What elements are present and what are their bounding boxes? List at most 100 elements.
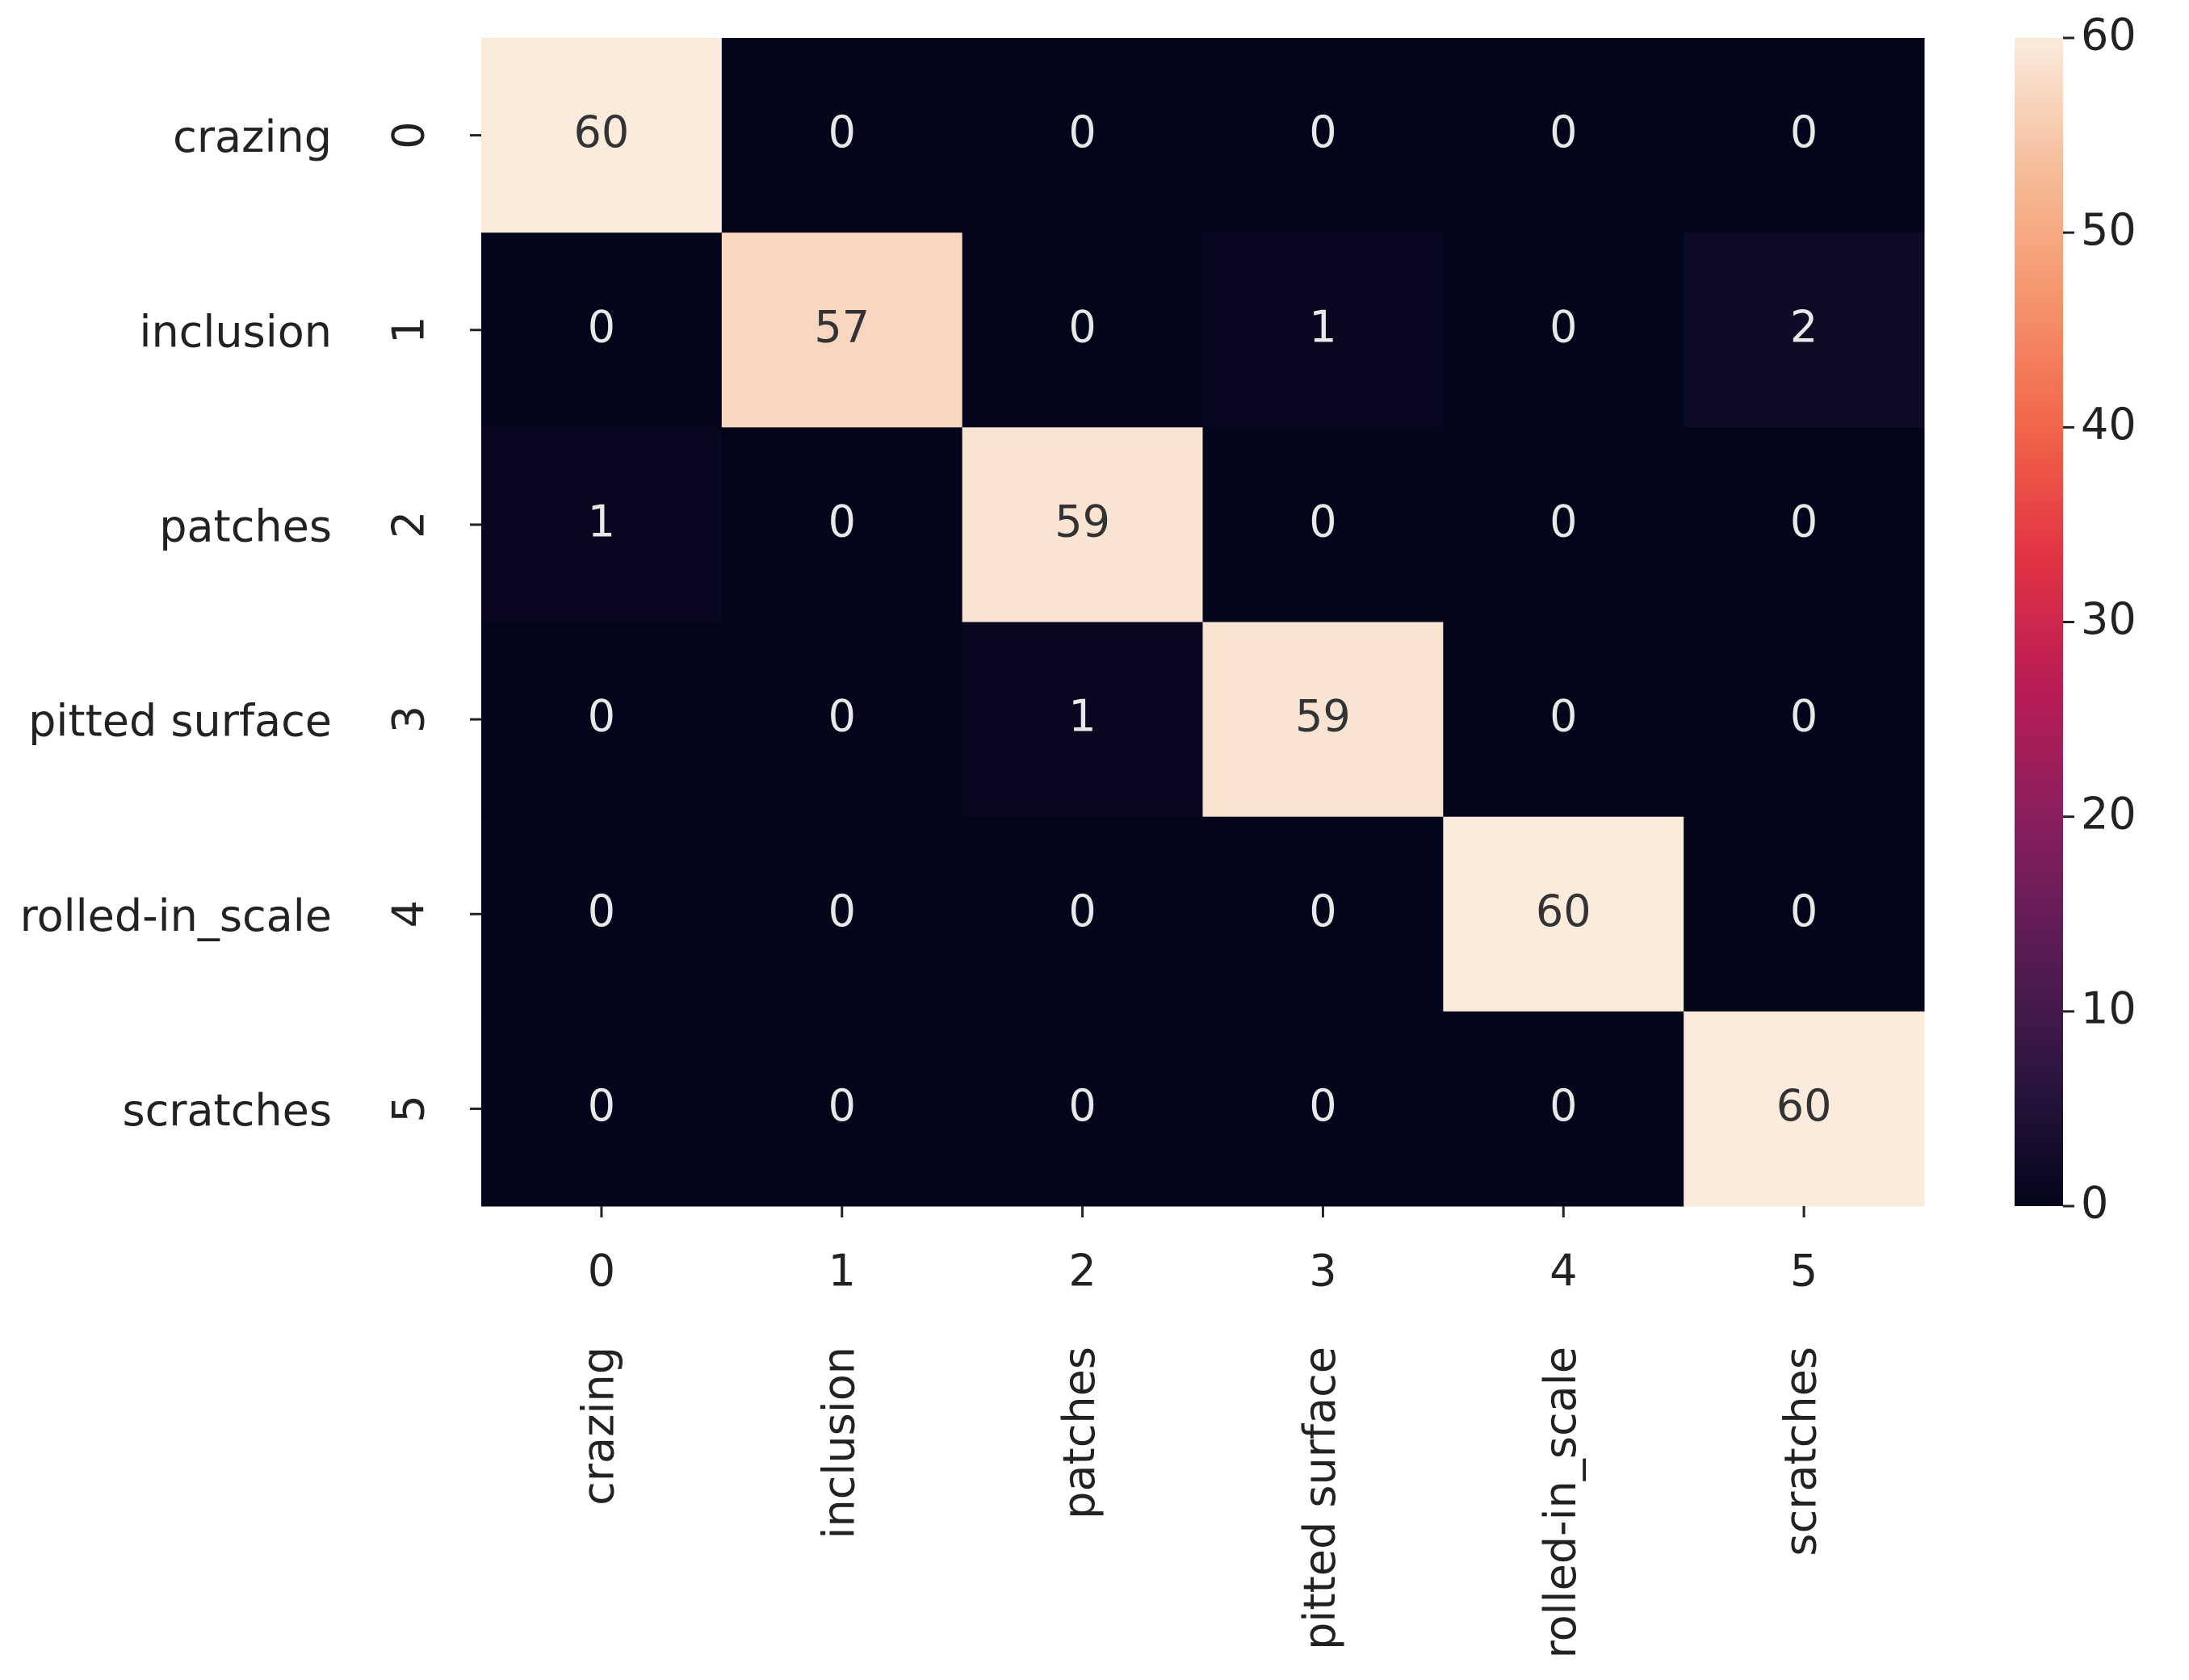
heatmap-cell	[1443, 38, 1684, 233]
heatmap-cell	[1684, 427, 1925, 622]
heatmap-cell	[1202, 622, 1444, 818]
x-tick-label: 3	[1309, 1246, 1336, 1297]
cell-value-label: 0	[828, 886, 856, 936]
cell-value-label: 60	[574, 107, 630, 157]
heatmap-cell	[1443, 622, 1684, 818]
cell-value-label: 0	[1068, 301, 1096, 352]
cell-value-label: 0	[1790, 496, 1818, 547]
cell-value-label: 59	[1295, 691, 1351, 742]
heatmap-cell	[1443, 816, 1684, 1012]
heatmap-cell	[721, 622, 963, 818]
heatmap-cell	[962, 233, 1203, 428]
heatmap-cell	[481, 233, 723, 428]
heatmap-cell	[1443, 233, 1684, 428]
heatmap-cell	[1684, 233, 1925, 428]
cell-value-label: 0	[1068, 886, 1096, 936]
heatmap-cell	[481, 427, 723, 622]
heatmap-cell	[1202, 233, 1444, 428]
cell-value-label: 60	[1536, 886, 1591, 936]
heatmap-cell	[721, 1011, 963, 1207]
cell-value-label: 0	[588, 301, 615, 352]
cell-value-label: 0	[1309, 1080, 1336, 1131]
heatmap-cell	[1684, 38, 1925, 233]
cell-value-label: 0	[828, 1080, 856, 1131]
y-category-name: patches	[159, 501, 332, 552]
colorbar-tick-label: 30	[2081, 593, 2137, 644]
cell-value-label: 0	[588, 886, 615, 936]
cell-value-label: 0	[1309, 886, 1336, 936]
cell-value-label: 59	[1055, 496, 1110, 547]
x-category-name: scratches	[1776, 1347, 1826, 1556]
y-category-name: scratches	[122, 1085, 332, 1136]
heatmap-cell	[1443, 427, 1684, 622]
y-tick-label: 0	[384, 121, 434, 149]
heatmap-cell	[962, 38, 1203, 233]
cell-value-label: 0	[1790, 691, 1818, 742]
y-tick-label: 1	[384, 316, 434, 344]
y-category-name: crazing	[173, 111, 332, 162]
x-tick-label: 2	[1068, 1246, 1096, 1297]
cell-value-label: 0	[1790, 886, 1818, 936]
cell-value-label: 60	[1776, 1080, 1832, 1131]
heatmap-cell	[721, 233, 963, 428]
x-category-name: inclusion	[813, 1347, 864, 1540]
heatmap-cell	[721, 427, 963, 622]
heatmap-cell	[1202, 427, 1444, 622]
y-category-name: rolled-in_scale	[20, 890, 332, 941]
x-category-name: crazing	[573, 1347, 624, 1506]
cell-value-label: 0	[828, 691, 856, 742]
cell-value-label: 0	[1309, 107, 1336, 157]
heatmap-cell	[721, 816, 963, 1012]
colorbar	[2015, 38, 2063, 1206]
cell-value-label: 0	[1549, 496, 1577, 547]
x-tick-label: 4	[1549, 1246, 1577, 1297]
heatmap-cell	[1684, 622, 1925, 818]
x-tick-label: 5	[1790, 1246, 1818, 1297]
colorbar-tick-label: 60	[2081, 10, 2137, 61]
cell-value-label: 0	[1068, 1080, 1096, 1131]
cell-value-label: 0	[1790, 107, 1818, 157]
heatmap-cell	[962, 622, 1203, 818]
cell-value-label: 0	[588, 691, 615, 742]
y-category-name: pitted surface	[28, 696, 332, 747]
y-tick-label: 5	[384, 1095, 434, 1122]
y-tick-label: 2	[384, 511, 434, 538]
colorbar-tick-label: 20	[2081, 788, 2137, 839]
heatmap-cell	[721, 38, 963, 233]
y-tick-label: 3	[384, 706, 434, 733]
x-tick-label: 0	[588, 1246, 615, 1297]
cell-value-label: 2	[1790, 301, 1818, 352]
heatmap-cell	[481, 1011, 723, 1207]
cell-value-label: 1	[588, 496, 615, 547]
heatmap-cell	[1202, 38, 1444, 233]
heatmap-cell	[481, 38, 723, 233]
cell-value-label: 0	[828, 496, 856, 547]
heatmap-cell	[962, 816, 1203, 1012]
cell-value-label: 0	[1549, 107, 1577, 157]
colorbar-tick-label: 0	[2081, 1178, 2108, 1229]
cell-value-label: 0	[1549, 691, 1577, 742]
heatmap-cell	[1202, 1011, 1444, 1207]
heatmap-cell	[962, 1011, 1203, 1207]
heatmap-cell	[481, 816, 723, 1012]
heatmap-cell	[1684, 816, 1925, 1012]
x-category-name: patches	[1054, 1347, 1105, 1519]
x-category-name: pitted surface	[1294, 1347, 1345, 1650]
cell-value-label: 0	[1068, 107, 1096, 157]
cell-value-label: 57	[814, 301, 870, 352]
cell-value-label: 1	[1309, 301, 1336, 352]
heatmap-cell	[1684, 1011, 1925, 1207]
heatmap-cell	[962, 427, 1203, 622]
colorbar-tick-label: 10	[2081, 982, 2137, 1033]
y-category-name: inclusion	[139, 306, 332, 357]
cell-value-label: 1	[1068, 691, 1096, 742]
colorbar-tick-label: 50	[2081, 204, 2137, 255]
heatmap-cell	[481, 622, 723, 818]
cell-value-label: 0	[1549, 1080, 1577, 1131]
cell-value-label: 0	[828, 107, 856, 157]
heatmap-cell	[1443, 1011, 1684, 1207]
colorbar-tick-label: 40	[2081, 399, 2137, 450]
heatmap-cell	[1202, 816, 1444, 1012]
x-category-name: rolled-in_scale	[1535, 1347, 1586, 1658]
